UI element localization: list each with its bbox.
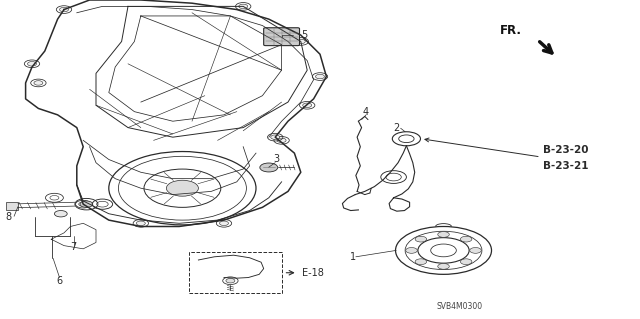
- Circle shape: [406, 248, 417, 253]
- Circle shape: [415, 259, 427, 264]
- Text: 8: 8: [5, 212, 12, 222]
- Circle shape: [470, 248, 481, 253]
- Circle shape: [220, 221, 228, 226]
- Text: FR.: FR.: [500, 24, 522, 37]
- Circle shape: [260, 163, 278, 172]
- Text: 1: 1: [350, 252, 356, 262]
- Text: 3: 3: [273, 154, 280, 165]
- Circle shape: [54, 211, 67, 217]
- Bar: [189, 252, 282, 293]
- Circle shape: [438, 263, 449, 269]
- Circle shape: [277, 138, 286, 143]
- Circle shape: [34, 81, 43, 85]
- Text: 7: 7: [70, 242, 77, 252]
- Circle shape: [80, 201, 93, 207]
- Text: B-23-21: B-23-21: [543, 161, 588, 171]
- FancyBboxPatch shape: [264, 28, 300, 46]
- Bar: [6, 202, 18, 210]
- Text: 2: 2: [393, 122, 399, 133]
- Circle shape: [226, 278, 235, 283]
- Circle shape: [271, 135, 280, 139]
- Circle shape: [166, 180, 198, 196]
- Text: 6: 6: [56, 276, 63, 286]
- Circle shape: [296, 39, 305, 44]
- Circle shape: [136, 221, 145, 226]
- Circle shape: [239, 4, 248, 9]
- Text: E-18: E-18: [302, 268, 324, 278]
- Circle shape: [60, 7, 68, 12]
- Circle shape: [438, 232, 449, 237]
- Text: 4: 4: [363, 107, 369, 117]
- Circle shape: [460, 259, 472, 264]
- Text: 5: 5: [301, 30, 307, 40]
- Text: SVB4M0300: SVB4M0300: [436, 302, 483, 311]
- Circle shape: [303, 103, 312, 108]
- Circle shape: [415, 236, 427, 242]
- Text: B-23-20: B-23-20: [543, 145, 588, 155]
- Circle shape: [460, 236, 472, 242]
- Circle shape: [79, 202, 88, 206]
- Circle shape: [316, 74, 324, 79]
- Circle shape: [28, 62, 36, 66]
